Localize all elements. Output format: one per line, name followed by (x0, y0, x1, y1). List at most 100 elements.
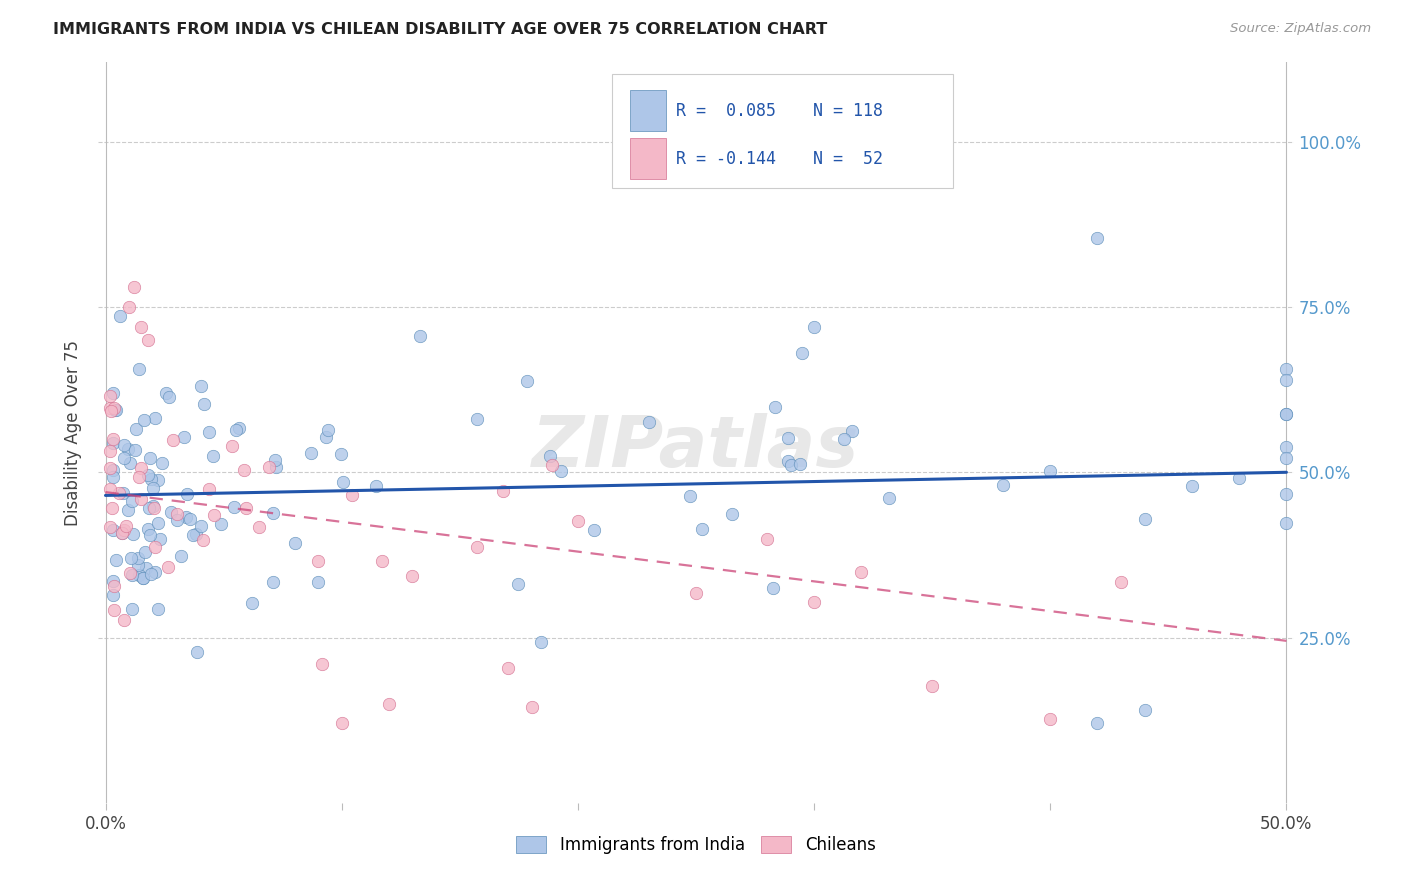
Point (101, 588, 124, 602)
Point (159, 505, 181, 519)
Point (221, 439, 243, 453)
Point (174, 509, 197, 524)
Point (233, 463, 256, 477)
Point (1087, 230, 1109, 244)
Point (104, 553, 127, 567)
Point (1133, 703, 1156, 717)
Point (179, 512, 201, 526)
Point (307, 554, 329, 568)
Point (209, 516, 232, 531)
Point (921, 679, 943, 693)
Point (101, 386, 124, 401)
Point (762, 581, 785, 595)
Point (690, 522, 713, 536)
Point (117, 503, 139, 517)
Point (763, 400, 786, 414)
Point (136, 467, 159, 482)
Point (127, 558, 149, 573)
Point (127, 551, 149, 566)
Point (198, 482, 221, 496)
Point (181, 528, 204, 542)
Point (851, 565, 873, 579)
Point (492, 483, 515, 498)
Point (401, 569, 423, 583)
Point (166, 507, 188, 521)
Point (98, 482, 121, 496)
Point (877, 491, 900, 506)
Text: R =  0.085: R = 0.085 (676, 102, 776, 120)
Point (143, 411, 166, 425)
Point (1227, 470, 1250, 484)
Text: N = 118: N = 118 (813, 102, 883, 120)
Point (1275, 516, 1298, 531)
Point (155, 386, 177, 401)
Point (143, 540, 166, 554)
Point (465, 412, 488, 426)
Point (329, 447, 352, 461)
Point (311, 657, 333, 672)
Point (156, 560, 179, 574)
Point (112, 614, 135, 628)
Point (166, 513, 188, 527)
Point (841, 424, 863, 438)
Point (582, 523, 605, 537)
Point (1275, 407, 1298, 421)
Point (146, 473, 169, 487)
Point (371, 554, 394, 568)
Point (101, 574, 124, 588)
Point (112, 523, 135, 537)
Point (1275, 407, 1298, 421)
Point (111, 485, 134, 500)
Point (538, 449, 561, 463)
Point (117, 442, 139, 456)
Point (132, 571, 155, 585)
Point (516, 374, 538, 388)
Point (122, 526, 145, 541)
Point (104, 403, 127, 417)
Point (115, 519, 138, 533)
Point (139, 528, 162, 542)
Point (803, 319, 825, 334)
Point (98, 389, 121, 403)
Point (190, 379, 212, 393)
Point (1275, 486, 1298, 500)
Point (101, 524, 124, 538)
Point (257, 460, 280, 475)
Point (101, 433, 124, 447)
Point (173, 430, 195, 444)
Point (364, 479, 387, 493)
Point (1087, 716, 1109, 731)
Point (100, 403, 122, 417)
Point (496, 661, 519, 675)
Point (567, 514, 589, 528)
Point (1039, 464, 1062, 478)
Point (193, 397, 215, 411)
Point (792, 346, 814, 360)
Point (202, 508, 225, 522)
Text: ZIPatlas: ZIPatlas (533, 413, 859, 482)
Point (530, 634, 553, 648)
Point (108, 309, 131, 323)
Point (118, 456, 141, 470)
Point (103, 603, 125, 617)
Point (228, 421, 250, 435)
Point (146, 516, 169, 531)
Point (332, 475, 354, 489)
Point (685, 586, 707, 600)
Text: IMMIGRANTS FROM INDIA VS CHILEAN DISABILITY AGE OVER 75 CORRELATION CHART: IMMIGRANTS FROM INDIA VS CHILEAN DISABIL… (53, 22, 828, 37)
Point (121, 494, 143, 508)
Point (679, 489, 702, 503)
Point (138, 500, 160, 515)
Point (198, 425, 221, 440)
Point (193, 533, 215, 547)
Point (1109, 575, 1132, 590)
Point (121, 602, 143, 616)
Point (247, 520, 270, 534)
Point (778, 431, 800, 445)
Point (111, 525, 134, 540)
Point (506, 577, 529, 591)
Point (157, 390, 180, 404)
Point (103, 579, 125, 593)
Point (1275, 450, 1298, 465)
Point (104, 403, 127, 417)
